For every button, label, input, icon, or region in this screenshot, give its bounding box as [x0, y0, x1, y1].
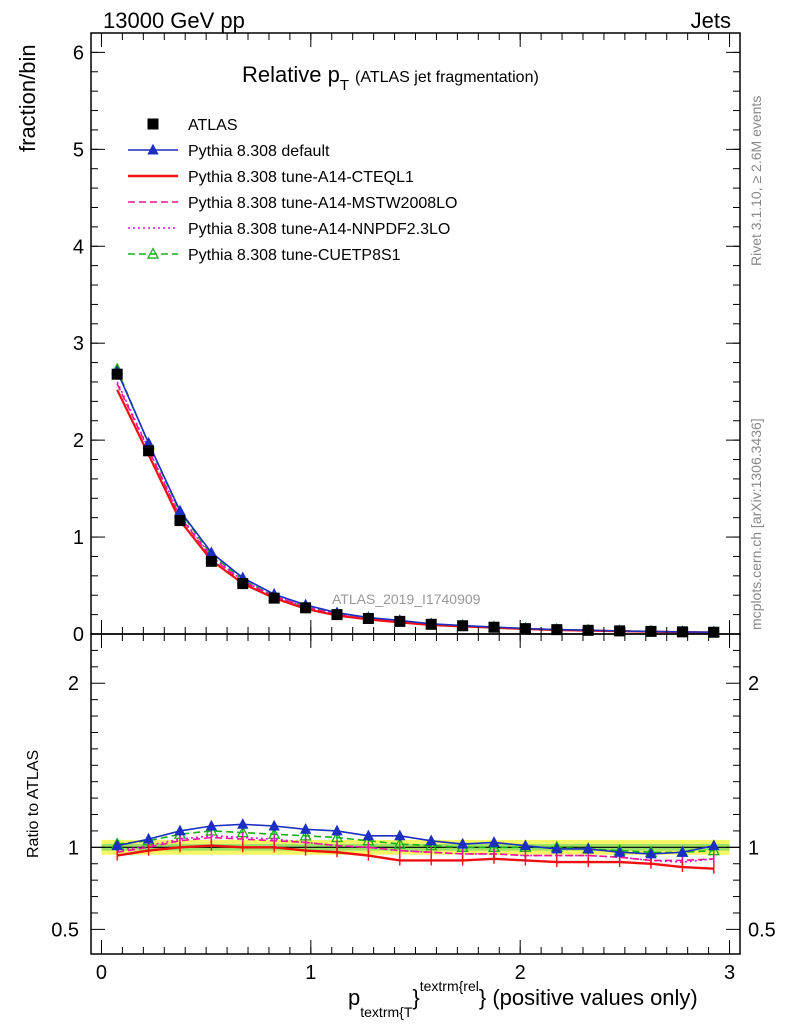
data-point-atlas: [645, 625, 657, 637]
ratio-line-pythia-8-308-tune-cuetp8s1: [117, 830, 714, 854]
data-point-atlas: [362, 612, 374, 624]
x-tick-label: 0: [96, 962, 107, 984]
legend-label-pythia-8-308-tune-a14-cteql1: Pythia 8.308 tune-A14-CTEQL1: [188, 169, 414, 186]
ratio-point-pythia-8-308-default: [551, 842, 563, 854]
y-tick-label-main: 2: [73, 430, 84, 452]
ratio-point-pythia-8-308-default: [362, 829, 375, 841]
ratio-point-pythia-8-308-default: [456, 837, 469, 849]
data-point-atlas: [457, 620, 469, 632]
plot-title-suffix: (ATLAS jet fragmentation): [355, 69, 539, 86]
x-axis-label-mid: }: [412, 985, 419, 1010]
x-axis-label: ptextrm{T}textrm{rel} (positive values o…: [348, 978, 698, 1020]
y-tick-label-ratio-left: 0.5: [51, 919, 79, 941]
ratio-line-pythia-8-308-default: [117, 823, 714, 855]
data-point-atlas: [708, 626, 720, 638]
data-point-atlas: [425, 618, 437, 630]
axis-ticks-layer: 0 1 2 3 0 1 2 3 4 5 6 0.5 0.5 1 1 2 2: [51, 33, 776, 984]
y-axis-label-ratio: Ratio to ATLAS: [25, 750, 42, 858]
legend: ATLAS Pythia 8.308 default Pythia 8.308 tu…: [128, 117, 457, 264]
main-series-layer: [111, 362, 720, 638]
data-point-atlas: [205, 555, 217, 567]
y-tick-label-main: 4: [73, 236, 84, 258]
x-axis-label-sub: textrm{T: [360, 1004, 413, 1020]
data-point-atlas: [143, 445, 155, 457]
ratio-point-pythia-8-308-default: [676, 846, 689, 857]
mcplots-side-label: mcplots.cern.ch [arXiv:1306.3436]: [748, 418, 764, 630]
data-point-atlas: [582, 624, 594, 636]
y-tick-label-ratio-right: 1: [748, 837, 759, 859]
y-tick-label-main: 0: [73, 624, 84, 646]
data-point-atlas: [331, 609, 343, 621]
data-point-atlas: [488, 621, 500, 633]
data-point-atlas: [237, 578, 249, 590]
x-tick-label: 1: [305, 962, 316, 984]
y-tick-label-ratio-left: 1: [68, 837, 79, 859]
legend-marker-pythia-8-308-tune-cuetp8s1: [146, 247, 160, 259]
x-axis-label-close: }: [479, 985, 486, 1010]
data-point-atlas: [111, 368, 123, 380]
x-tick-label: 2: [515, 962, 526, 984]
data-point-atlas: [300, 602, 312, 614]
data-point-atlas: [676, 626, 688, 638]
legend-label-pythia-8-308-tune-cuetp8s1: Pythia 8.308 tune-CUETP8S1: [188, 247, 401, 264]
ratio-point-pythia-8-308-default: [142, 832, 155, 844]
plot-title-main: Relative p: [242, 62, 340, 87]
data-point-atlas: [551, 624, 563, 636]
ratio-point-pythia-8-308-default: [708, 839, 720, 851]
ratio-point-pythia-8-308-default: [645, 847, 657, 859]
plot-title-subscript: T: [340, 77, 349, 94]
ratio-line-pythia-8-308-tune-a14-mstw2008lo: [117, 836, 714, 862]
x-axis-label-sup: textrm{rel: [420, 978, 479, 994]
legend-label-pythia-8-308-tune-a14-mstw2008lo: Pythia 8.308 tune-A14-MSTW2008LO: [188, 195, 457, 212]
y-axis-label-main: fraction/bin: [15, 44, 40, 152]
ratio-series-layer: [111, 818, 720, 874]
ratio-point-pythia-8-308-default: [268, 819, 280, 831]
y-tick-label-main: 3: [73, 333, 84, 355]
data-point-atlas: [268, 592, 280, 604]
rivet-side-label: Rivet 3.1.10, ≥ 2.6M events: [748, 96, 764, 266]
data-point-atlas: [519, 623, 531, 635]
y-tick-label-ratio-left: 2: [68, 673, 79, 695]
ratio-point-pythia-8-308-default: [425, 834, 437, 846]
ratio-point-pythia-8-308-default: [205, 819, 218, 831]
ratio-point-pythia-8-308-default: [582, 842, 594, 854]
ratio-line-pythia-8-308-tune-a14-cteql1: [116, 844, 714, 870]
ratio-plot-frame: [90, 633, 741, 955]
legend-marker-atlas: [147, 118, 159, 130]
x-tick-label: 3: [724, 962, 735, 984]
process-label: Jets: [691, 8, 731, 33]
legend-label-pythia-8-308-default: Pythia 8.308 default: [188, 143, 330, 160]
energy-label: 13000 GeV pp: [103, 8, 245, 33]
legend-label-pythia-8-308-tune-a14-nnpdf2-3lo: Pythia 8.308 tune-A14-NNPDF2.3LO: [188, 221, 450, 238]
y-tick-label-main: 6: [73, 42, 84, 64]
data-point-atlas: [394, 615, 406, 627]
ratio-point-pythia-8-308-default: [299, 823, 312, 834]
data-point-atlas: [174, 515, 186, 527]
y-tick-label-main: 5: [73, 139, 84, 161]
legend-label-atlas: ATLAS: [188, 117, 238, 134]
y-tick-label-ratio-right: 0.5: [748, 919, 776, 941]
ratio-point-pythia-8-308-default: [331, 824, 343, 836]
data-point-atlas: [614, 625, 626, 637]
ratio-point-pythia-8-308-default: [613, 846, 626, 857]
plot-title: Relative pT (ATLAS jet fragmentation): [242, 62, 539, 94]
ratio-point-pythia-8-308-default: [519, 839, 532, 851]
x-axis-label-tail: (positive values only): [486, 985, 698, 1010]
ratio-point-pythia-8-308-default: [111, 839, 123, 851]
x-axis-label-p: p: [348, 985, 360, 1010]
ratio-point-pythia-8-308-default: [237, 818, 249, 829]
ratio-point-pythia-8-308-default: [488, 836, 500, 847]
y-tick-label-ratio-right: 2: [748, 673, 759, 695]
legend-marker-pythia-8-308-default: [147, 143, 159, 155]
ratio-point-pythia-8-308-default: [394, 829, 406, 841]
ratio-point-pythia-8-308-default: [174, 824, 186, 836]
analysis-watermark: ATLAS_2019_I1740909: [332, 591, 481, 607]
data-point-pythia-8-308-default: [174, 504, 186, 516]
y-tick-label-main: 1: [73, 527, 84, 549]
